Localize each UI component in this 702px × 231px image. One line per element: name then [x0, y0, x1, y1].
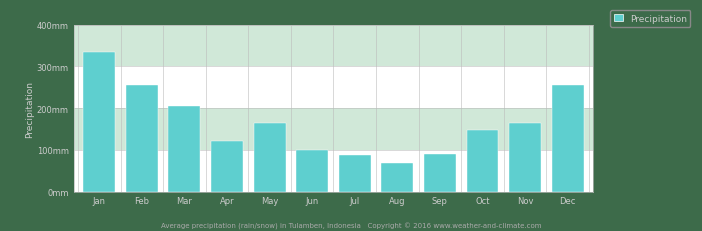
- Legend: Precipitation: Precipitation: [610, 11, 691, 27]
- Bar: [296, 150, 328, 192]
- Bar: [74, 67, 593, 109]
- Bar: [74, 25, 593, 67]
- Bar: [84, 52, 115, 192]
- Bar: [381, 164, 413, 192]
- Bar: [552, 86, 583, 192]
- Text: Average precipitation (rain/snow) in Tulamben, Indonesia   Copyright © 2016 www.: Average precipitation (rain/snow) in Tul…: [161, 222, 541, 229]
- Bar: [211, 142, 243, 192]
- Y-axis label: Precipitation: Precipitation: [25, 80, 34, 137]
- Bar: [253, 123, 286, 192]
- Bar: [339, 155, 371, 192]
- Bar: [168, 106, 200, 192]
- Bar: [74, 150, 593, 192]
- Bar: [424, 154, 456, 192]
- Bar: [467, 130, 498, 192]
- Bar: [509, 123, 541, 192]
- Bar: [74, 109, 593, 150]
- Bar: [126, 86, 158, 192]
